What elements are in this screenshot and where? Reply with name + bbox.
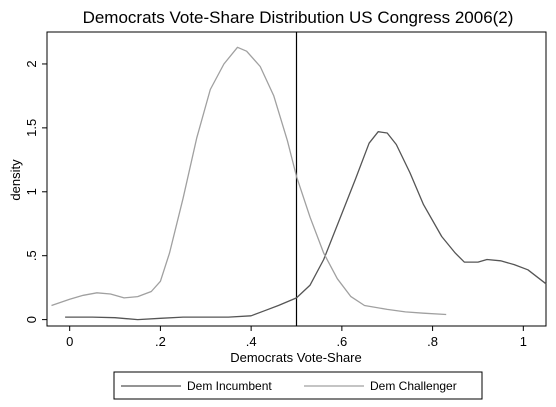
x-tick-label: .4 <box>246 334 257 349</box>
series-line-dem-challenger <box>51 46 447 316</box>
chart-title: Democrats Vote-Share Distribution US Con… <box>83 8 514 27</box>
y-tick-label: 2 <box>24 60 39 67</box>
y-tick-label: .5 <box>24 250 39 261</box>
x-tick-label: .2 <box>155 334 166 349</box>
x-tick-label: .6 <box>336 334 347 349</box>
series-line-dem-incumbent <box>65 131 547 321</box>
x-tick-label: 0 <box>66 334 73 349</box>
x-tick-label: 1 <box>520 334 527 349</box>
y-axis-label: density <box>8 159 23 201</box>
legend: Dem Incumbent Dem Challenger <box>113 371 483 400</box>
y-tick-label: 1 <box>24 188 39 195</box>
legend-label: Dem Challenger <box>370 379 457 393</box>
x-axis-label: Democrats Vote-Share <box>230 350 362 365</box>
y-tick-label: 0 <box>24 316 39 323</box>
y-tick-label: 1.5 <box>24 119 39 137</box>
y-axis: 0 .5 1 1.5 2 <box>24 60 47 323</box>
x-tick-label: .8 <box>427 334 438 349</box>
x-axis: 0 .2 .4 .6 .8 1 <box>66 326 527 349</box>
series-lines <box>51 46 547 321</box>
legend-label: Dem Incumbent <box>187 379 272 393</box>
